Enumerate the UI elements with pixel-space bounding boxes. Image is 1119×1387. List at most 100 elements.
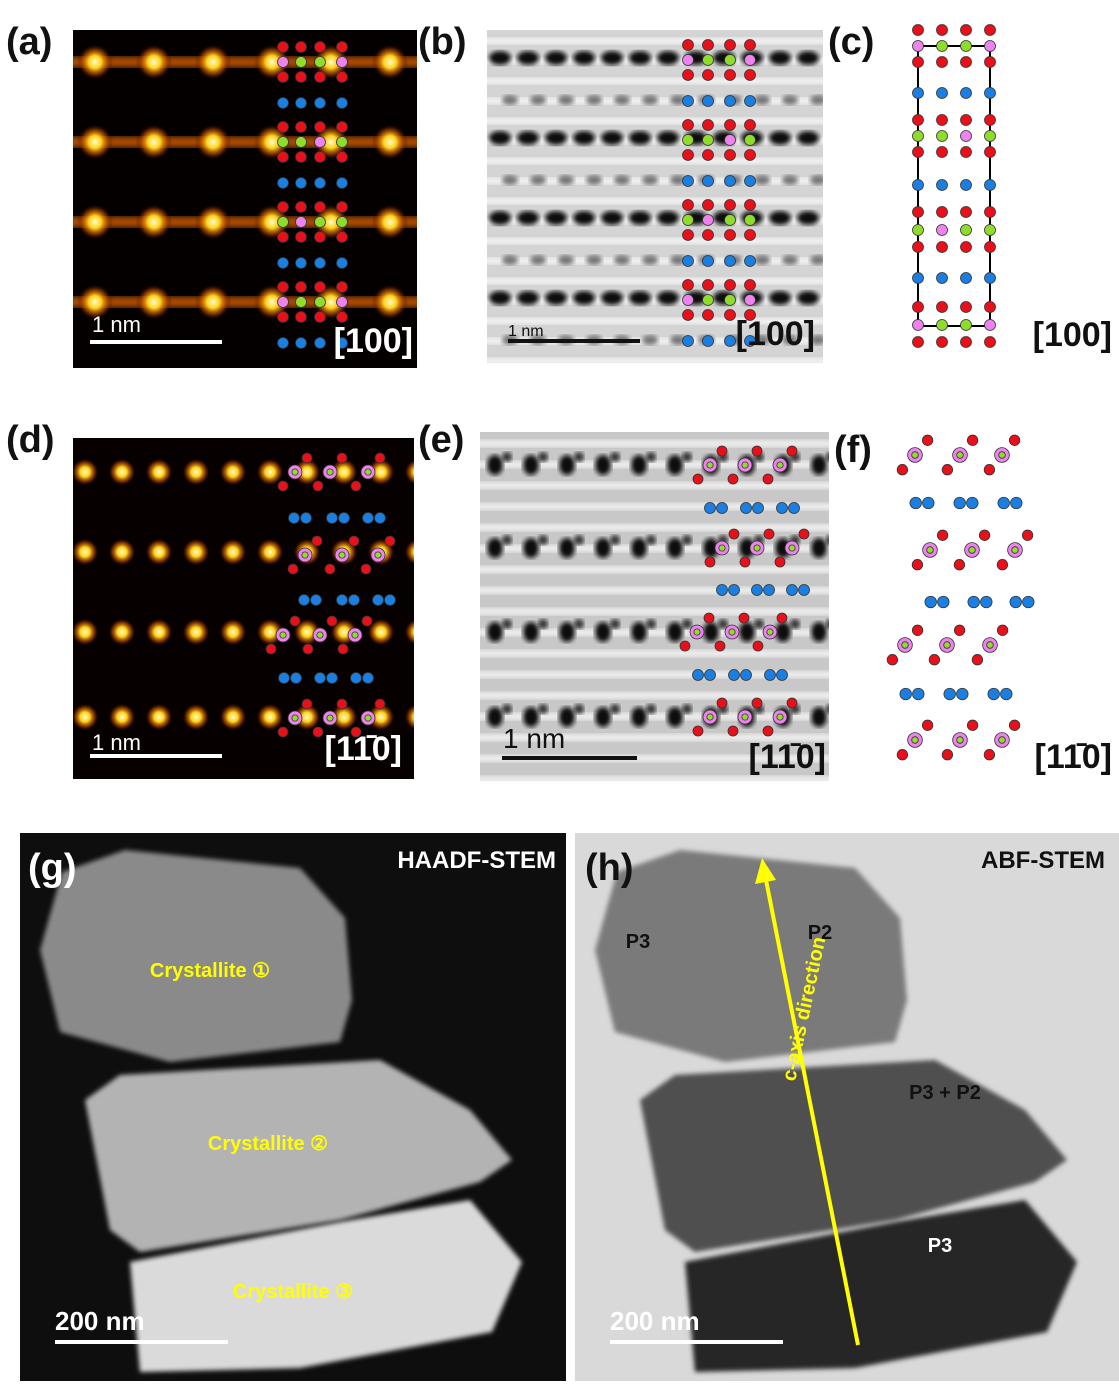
- dark-spot: [646, 452, 656, 462]
- dark-spot: [739, 538, 755, 558]
- atom: [682, 119, 694, 131]
- atom: [744, 309, 756, 321]
- glow: [73, 458, 99, 486]
- dark-spot: [797, 291, 819, 305]
- glow: [293, 458, 321, 486]
- atom: [295, 97, 307, 109]
- atom: [936, 87, 948, 99]
- scale-bar-label: 1 nm: [92, 312, 141, 337]
- dark-spot: [682, 619, 692, 629]
- atom: [912, 301, 924, 313]
- atom: [682, 175, 694, 187]
- atom: [1008, 434, 1021, 446]
- atom: [752, 502, 764, 514]
- dark-spot: [574, 452, 584, 462]
- atom: [326, 714, 334, 722]
- atom: [724, 255, 736, 267]
- atom: [912, 319, 924, 331]
- glow: [195, 44, 231, 80]
- atom: [984, 56, 996, 68]
- crystallite: [85, 1060, 512, 1252]
- panel-label: (d): [6, 419, 55, 461]
- atom: [295, 41, 307, 53]
- dark-spot: [811, 455, 827, 475]
- dark-spot: [670, 255, 686, 265]
- glow: [367, 703, 395, 731]
- dark-spot: [682, 535, 692, 545]
- atom: [336, 698, 348, 710]
- panel-label: (c): [828, 21, 874, 63]
- atom: [936, 24, 948, 36]
- atom: [776, 461, 784, 469]
- atom: [996, 559, 1009, 571]
- atom: [741, 461, 749, 469]
- atom: [936, 40, 948, 52]
- atom: [744, 39, 756, 51]
- atom: [704, 669, 716, 681]
- atom: [744, 69, 756, 81]
- image-bg: [73, 30, 417, 368]
- dark-spot: [595, 455, 611, 475]
- dark-spot: [629, 51, 651, 65]
- atom: [744, 279, 756, 291]
- atom: [744, 175, 756, 187]
- atom: [966, 496, 979, 510]
- image-bg: [487, 30, 823, 363]
- dark-spot: [667, 538, 683, 558]
- glow: [256, 538, 284, 566]
- atom: [912, 179, 924, 191]
- atom: [788, 502, 800, 514]
- dark-spot: [559, 622, 575, 642]
- atom: [953, 559, 966, 571]
- atom: [287, 563, 299, 575]
- atom: [996, 624, 1009, 636]
- atom: [290, 672, 302, 684]
- atom: [724, 294, 736, 306]
- atom: [310, 594, 322, 606]
- stripe: [480, 734, 829, 741]
- atom: [336, 71, 348, 83]
- atom: [314, 216, 326, 228]
- imaging-mode: ABF-STEM: [981, 847, 1105, 874]
- dark-spot: [538, 452, 548, 462]
- atom: [702, 279, 714, 291]
- c-axis-arrow: [764, 879, 860, 1346]
- atom: [314, 97, 326, 109]
- atom: [786, 445, 798, 457]
- dark-spot: [790, 619, 800, 629]
- atom: [960, 130, 972, 142]
- glow: [219, 458, 247, 486]
- atom: [984, 272, 996, 284]
- image: [487, 30, 823, 363]
- atom: [314, 41, 326, 53]
- atom: [936, 224, 948, 236]
- dark-spot: [667, 707, 683, 727]
- atom: [336, 136, 348, 148]
- atom: [702, 214, 714, 226]
- glow: [313, 204, 349, 240]
- atom: [953, 496, 966, 510]
- atom: [936, 179, 948, 191]
- dark-spot: [573, 51, 595, 65]
- atom-overlays: [265, 24, 1035, 761]
- atom: [912, 687, 925, 701]
- panel-label: (h): [585, 847, 634, 889]
- atom: [724, 69, 736, 81]
- atom: [704, 502, 716, 514]
- dark-spot: [487, 622, 503, 642]
- dark-spot: [502, 95, 518, 105]
- atom: [744, 335, 756, 347]
- image: [480, 432, 829, 781]
- dark-spot: [811, 622, 827, 642]
- stripe: [487, 198, 823, 204]
- atom: [1000, 687, 1013, 701]
- atom: [364, 714, 372, 722]
- glow: [404, 458, 414, 486]
- atom: [936, 146, 948, 158]
- stripe: [487, 78, 823, 84]
- atom: [316, 631, 324, 639]
- glow: [145, 458, 173, 486]
- dark-spot: [754, 175, 770, 185]
- atom: [314, 121, 326, 133]
- atom: [265, 643, 277, 655]
